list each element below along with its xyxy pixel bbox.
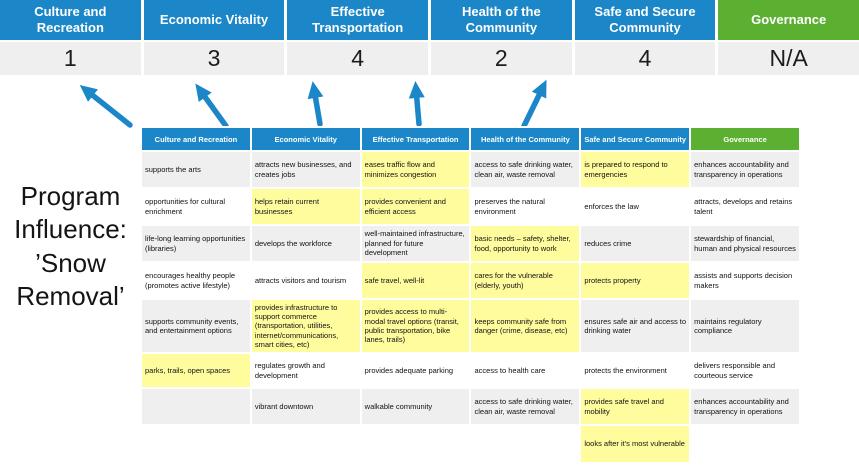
matrix-col-header: Economic Vitality [251, 128, 360, 150]
matrix-cell: develops the workforce [251, 226, 360, 261]
matrix-cell: provides infrastructure to support comme… [251, 300, 360, 352]
table-row: opportunities for cultural enrichment hel… [142, 189, 799, 224]
matrix-cell: reduces crime [581, 226, 690, 261]
matrix-cell: preserves the natural environment [471, 189, 580, 224]
matrix-cell: assists and supports decision makers [691, 263, 799, 298]
matrix-cell: protects the environment [581, 354, 690, 387]
matrix-cell: attracts new businesses, and creates job… [251, 152, 360, 187]
scoreboard-header: Safe and Secure Community [574, 0, 716, 40]
scoreboard-column-health: Health of the Community 2 [431, 0, 572, 75]
matrix-cell: looks after it's most vulnerable [581, 426, 690, 462]
matrix-body: supports the arts attracts new businesses… [142, 152, 799, 462]
scoreboard-score: N/A [718, 42, 859, 75]
matrix-cell: delivers responsible and courteous servi… [691, 354, 799, 387]
matrix-cell: is prepared to respond to emergencies [581, 152, 690, 187]
matrix-cell [142, 389, 250, 424]
matrix-col-header: Effective Transportation [361, 128, 470, 150]
matrix-cell: provides adequate parking [361, 354, 470, 387]
scoreboard-column-transportation: Effective Transportation 4 [287, 0, 428, 75]
matrix-cell: regulates growth and development [251, 354, 360, 387]
matrix-cell: walkable community [361, 389, 470, 424]
matrix-cell: maintains regulatory compliance [691, 300, 799, 352]
matrix-cell: vibrant downtown [251, 389, 360, 424]
scoreboard-header: Culture and Recreation [0, 0, 141, 40]
matrix-cell: enforces the law [581, 189, 690, 224]
scoreboard-score: 4 [287, 42, 428, 75]
matrix-cell: well-maintained infrastructure, planned … [361, 226, 470, 261]
matrix-cell: stewardship of financial, human and phys… [691, 226, 799, 261]
influence-arrow [195, 83, 229, 129]
scoreboard-score: 3 [143, 42, 285, 75]
scoreboard: Culture and Recreation 1 Economic Vitali… [0, 0, 859, 75]
influence-arrows [79, 79, 547, 129]
matrix-col-header: Safe and Secure Community [581, 128, 690, 150]
matrix-cell: life-long learning opportunities (librar… [142, 226, 250, 261]
matrix-cell: enhances accountability and transparency… [691, 389, 799, 424]
table-row: supports the arts attracts new businesses… [142, 152, 799, 187]
matrix-cell [251, 426, 360, 462]
matrix-cell: provides access to multi-modal travel op… [361, 300, 470, 352]
matrix-cell: supports the arts [142, 152, 250, 187]
matrix-cell: cares for the vulnerable (elderly, youth… [471, 263, 580, 298]
scoreboard-column-governance: Governance N/A [718, 0, 859, 75]
matrix-cell [142, 426, 250, 462]
scoreboard-column-culture: Culture and Recreation 1 [0, 0, 141, 75]
matrix-col-header: Health of the Community [471, 128, 580, 150]
matrix-cell: provides safe travel and mobility [581, 389, 690, 424]
matrix-cell: opportunities for cultural enrichment [142, 189, 250, 224]
matrix-cell: safe travel, well-lit [361, 263, 470, 298]
matrix-cell: helps retain current businesses [251, 189, 360, 224]
scoreboard-score: 2 [431, 42, 572, 75]
influence-arrow [79, 85, 133, 128]
matrix-cell: access to safe drinking water, clean air… [471, 152, 580, 187]
matrix-header-row: Culture and Recreation Economic Vitality E… [142, 128, 799, 150]
matrix-container: Culture and Recreation Economic Vitality E… [140, 126, 801, 464]
matrix-cell: provides convenient and efficient access [361, 189, 470, 224]
matrix-cell [691, 426, 799, 462]
table-row: parks, trails, open spaces regulates grow… [142, 354, 799, 387]
matrix-cell: encourages healthy people (promotes acti… [142, 263, 250, 298]
influence-arrow [307, 81, 324, 127]
table-row: looks after it's most vulnerable [142, 426, 799, 462]
matrix-cell: access to health care [471, 354, 580, 387]
table-row: life-long learning opportunities (librar… [142, 226, 799, 261]
matrix-cell: supports community events, and entertain… [142, 300, 250, 352]
matrix-cell: basic needs – safety, shelter, food, opp… [471, 226, 580, 261]
matrix-cell [471, 426, 580, 462]
table-row: supports community events, and entertain… [142, 300, 799, 352]
influence-arrow [521, 79, 547, 129]
page-title: Program Influence: ’Snow Removal’ [14, 181, 127, 311]
scoreboard-header: Health of the Community [431, 0, 572, 40]
scoreboard-header: Economic Vitality [143, 0, 285, 40]
scoreboard-header: Effective Transportation [287, 0, 428, 40]
matrix-cell: eases traffic flow and minimizes congest… [361, 152, 470, 187]
influence-arrow [408, 81, 425, 127]
matrix-cell: enhances accountability and transparency… [691, 152, 799, 187]
matrix-cell: access to safe drinking water, clean air… [471, 389, 580, 424]
matrix-cell: attracts visitors and tourism [251, 263, 360, 298]
matrix-col-header: Culture and Recreation [142, 128, 250, 150]
matrix-cell: keeps community safe from danger (crime,… [471, 300, 580, 352]
scoreboard-score: 4 [574, 42, 716, 75]
matrix-cell: parks, trails, open spaces [142, 354, 250, 387]
matrix-cell: attracts, develops and retains talent [691, 189, 799, 224]
scoreboard-score: 1 [0, 42, 141, 75]
matrix-cell: ensures safe air and access to drinking … [581, 300, 690, 352]
matrix-table: Culture and Recreation Economic Vitality E… [140, 126, 801, 464]
matrix-col-header: Governance [691, 128, 799, 150]
scoreboard-header: Governance [718, 0, 859, 40]
scoreboard-column-safe: Safe and Secure Community 4 [574, 0, 716, 75]
table-row: vibrant downtown walkable community access… [142, 389, 799, 424]
matrix-cell: protects property [581, 263, 690, 298]
table-row: encourages healthy people (promotes acti… [142, 263, 799, 298]
matrix-cell [361, 426, 470, 462]
scoreboard-column-economic: Economic Vitality 3 [143, 0, 285, 75]
